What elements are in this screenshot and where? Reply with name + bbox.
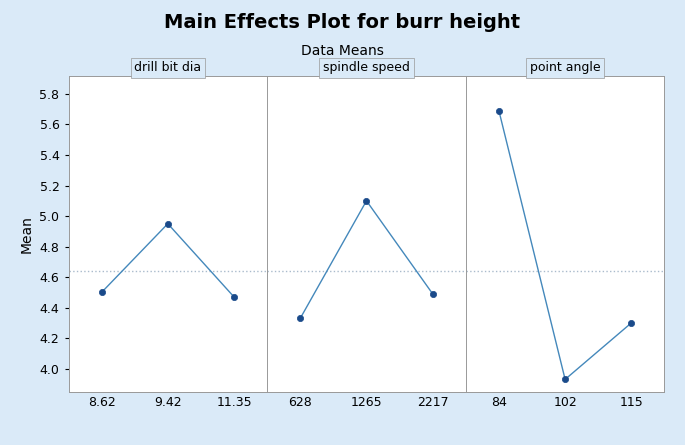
Title: point angle: point angle (530, 61, 601, 74)
Text: Data Means: Data Means (301, 44, 384, 58)
Y-axis label: Mean: Mean (20, 214, 34, 253)
Title: spindle speed: spindle speed (323, 61, 410, 74)
Title: drill bit dia: drill bit dia (134, 61, 201, 74)
Text: Main Effects Plot for burr height: Main Effects Plot for burr height (164, 13, 521, 32)
